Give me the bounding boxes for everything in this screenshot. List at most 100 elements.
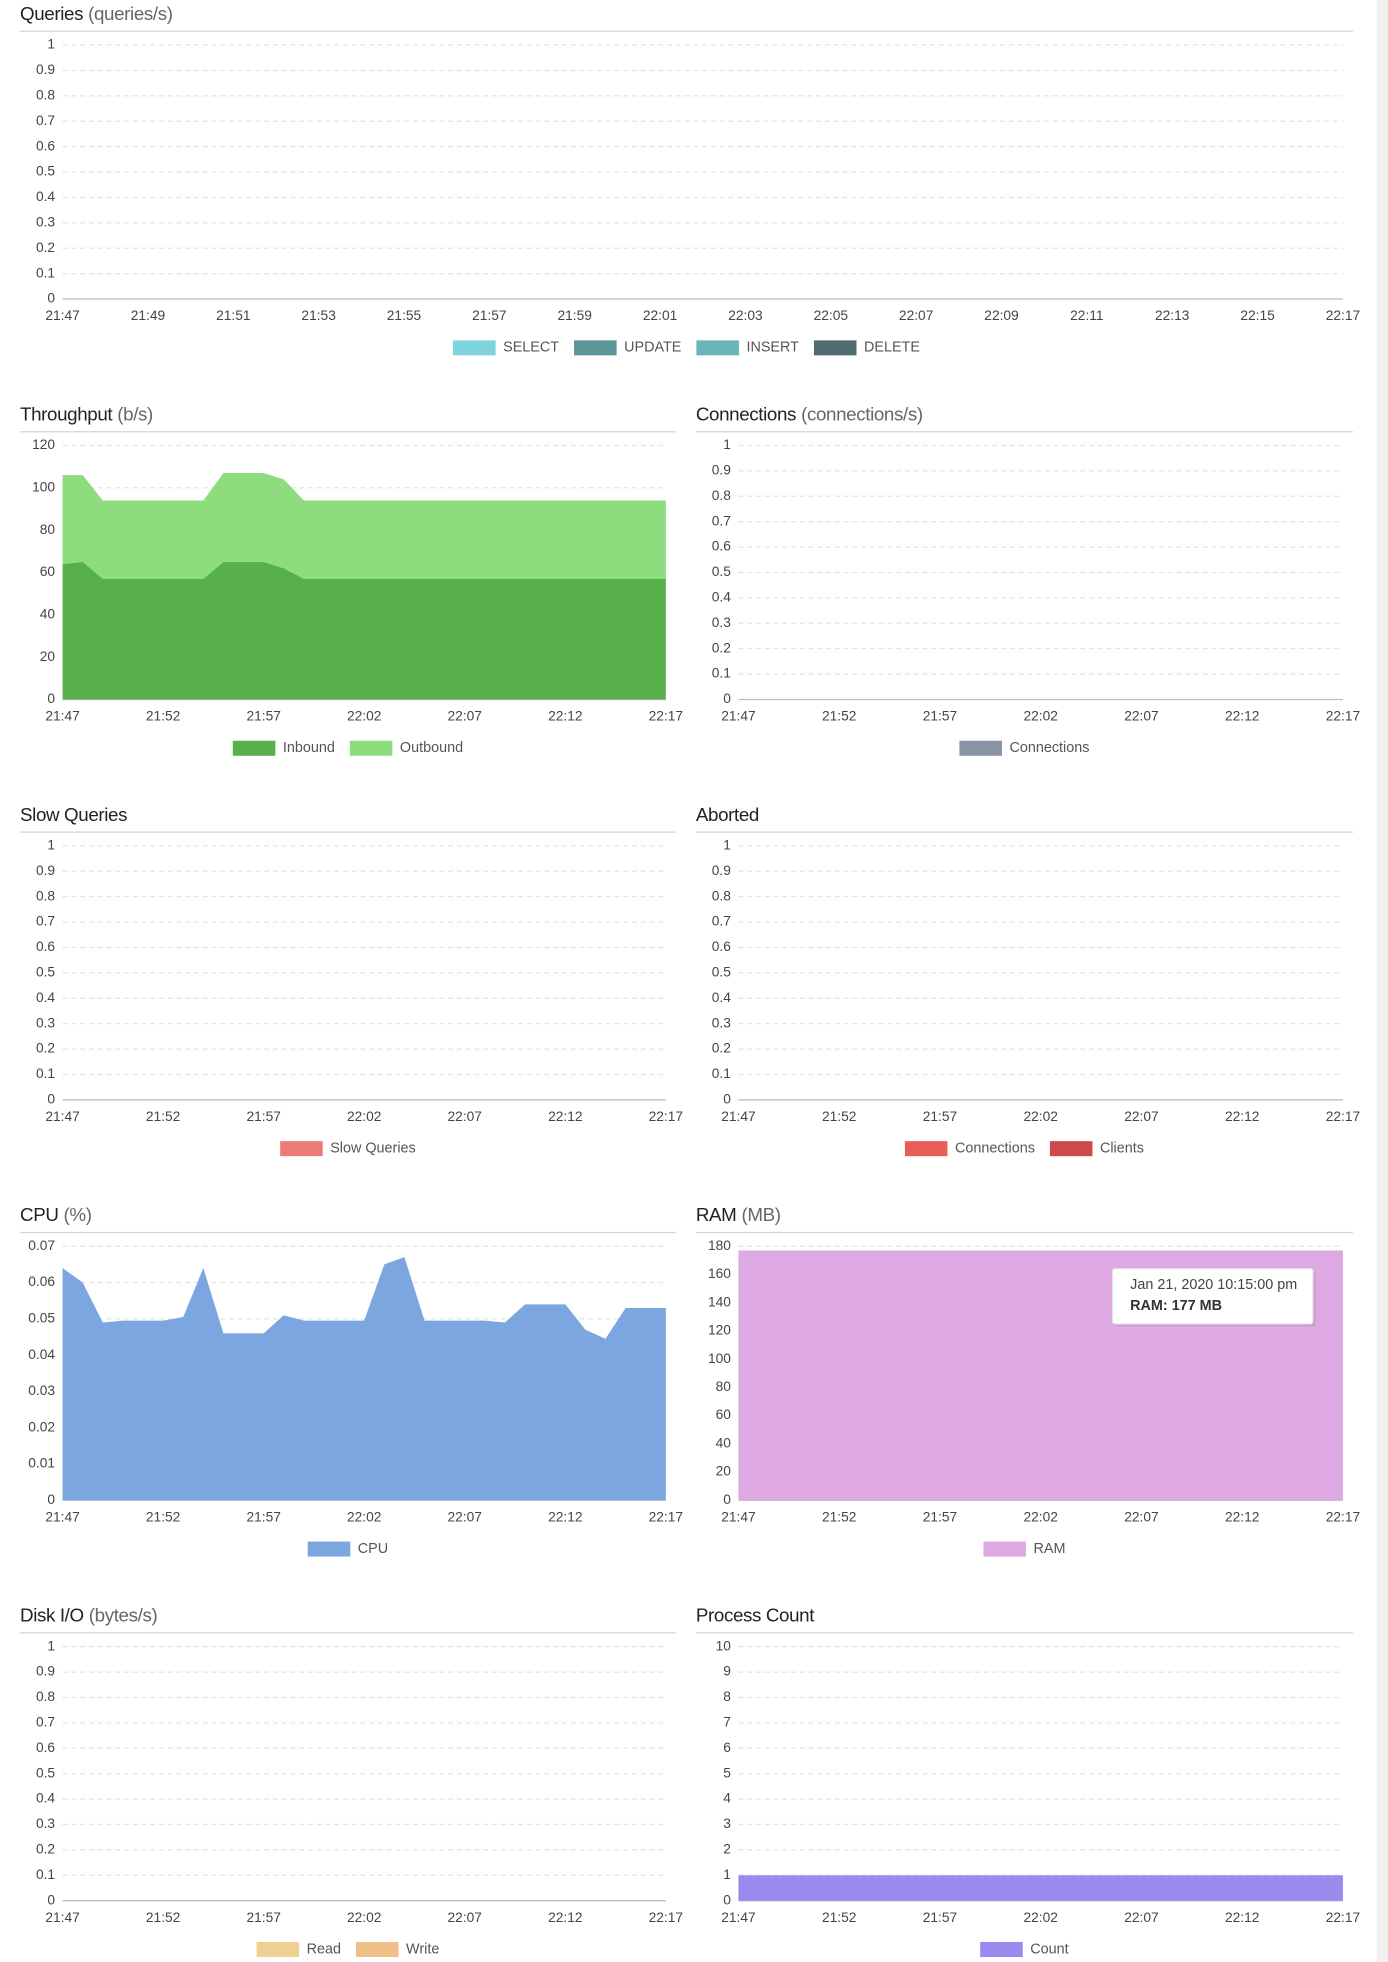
x-tick-label: 22:07 xyxy=(1124,1910,1158,1925)
x-tick-label: 22:02 xyxy=(347,709,381,724)
title-text: Connections xyxy=(696,403,796,424)
title-text: RAM xyxy=(696,1204,737,1225)
y-tick-label: 0.3 xyxy=(712,1015,731,1030)
y-tick-label: 0.6 xyxy=(36,939,55,954)
x-tick-label: 21:52 xyxy=(822,709,856,724)
x-tick-label: 21:52 xyxy=(822,1509,856,1524)
y-tick-label: 0 xyxy=(47,1092,55,1107)
y-tick-label: 40 xyxy=(716,1435,732,1450)
y-tick-label: 60 xyxy=(40,564,56,579)
title-unit: (connections/s) xyxy=(801,403,923,424)
x-tick-label: 21:49 xyxy=(131,308,165,323)
title-text: Process Count xyxy=(696,1605,815,1626)
title-text: Slow Queries xyxy=(20,804,127,825)
x-tick-label: 21:47 xyxy=(45,1109,79,1124)
y-tick-label: 0 xyxy=(723,1092,731,1107)
x-tick-label: 22:12 xyxy=(1225,1109,1259,1124)
y-tick-label: 0.8 xyxy=(36,87,55,102)
y-tick-label: 0.2 xyxy=(36,1842,55,1857)
x-tick-label: 22:17 xyxy=(1326,1910,1360,1925)
y-tick-label: 0.03 xyxy=(28,1383,55,1398)
legend-label: Clients xyxy=(1100,1140,1144,1156)
legend-label: Connections xyxy=(1009,740,1089,756)
y-tick-label: 1 xyxy=(723,838,731,853)
x-tick-label: 21:52 xyxy=(146,1109,180,1124)
y-tick-label: 0 xyxy=(723,1892,731,1907)
x-tick-label: 22:12 xyxy=(1225,1910,1259,1925)
x-tick-label: 22:17 xyxy=(649,1910,683,1925)
y-tick-label: 0.07 xyxy=(28,1238,55,1253)
x-tick-label: 21:57 xyxy=(246,1109,280,1124)
x-tick-label: 21:52 xyxy=(822,1910,856,1925)
legend-label: RAM xyxy=(1033,1541,1065,1557)
title-text: Aborted xyxy=(696,804,759,825)
x-tick-label: 21:47 xyxy=(721,1109,755,1124)
y-tick-label: 0.5 xyxy=(36,164,55,179)
y-tick-label: 0.7 xyxy=(712,513,731,528)
chart-title: Disk I/O (bytes/s) xyxy=(20,1605,157,1626)
legend-swatch xyxy=(696,340,739,356)
x-tick-label: 22:17 xyxy=(649,1109,683,1124)
y-tick-label: 0.5 xyxy=(36,1765,55,1780)
x-tick-label: 22:17 xyxy=(649,1509,683,1524)
title-text: CPU xyxy=(20,1204,59,1225)
x-tick-label: 22:17 xyxy=(1326,709,1360,724)
x-tick-label: 21:47 xyxy=(45,709,79,724)
x-tick-label: 21:57 xyxy=(246,1509,280,1524)
title-unit: (%) xyxy=(64,1204,92,1225)
title-text: Queries xyxy=(20,3,83,24)
y-tick-label: 0.04 xyxy=(28,1347,55,1362)
y-tick-label: 60 xyxy=(716,1407,732,1422)
y-tick-label: 0.4 xyxy=(712,590,731,605)
x-tick-label: 22:17 xyxy=(1326,1109,1360,1124)
legend-swatch xyxy=(355,1941,399,1957)
x-tick-label: 21:53 xyxy=(301,308,336,323)
x-tick-label: 21:57 xyxy=(923,1109,957,1124)
y-tick-label: 160 xyxy=(708,1266,731,1281)
x-tick-label: 22:02 xyxy=(1023,1109,1057,1124)
x-tick-label: 21:47 xyxy=(45,1910,79,1925)
x-tick-label: 21:57 xyxy=(246,709,280,724)
y-tick-label: 0 xyxy=(47,1892,55,1907)
y-tick-label: 0.2 xyxy=(36,240,55,255)
y-tick-label: 0.8 xyxy=(36,1689,55,1704)
y-tick-label: 0.4 xyxy=(36,990,55,1005)
y-tick-label: 0.7 xyxy=(36,914,55,929)
legend-label: Slow Queries xyxy=(330,1140,416,1156)
y-tick-label: 0 xyxy=(47,691,55,706)
title-unit: (MB) xyxy=(741,1204,780,1225)
y-tick-label: 6 xyxy=(723,1740,731,1755)
chart-panel: Slow Queries 0 0.1 0.2 0.3 0.4 0.5 0.6 0.7 0.8 0.9… xyxy=(20,804,683,1157)
y-tick-label: 0.6 xyxy=(36,138,55,153)
x-tick-label: 21:57 xyxy=(472,308,506,323)
y-tick-label: 1 xyxy=(723,1867,731,1882)
legend-swatch xyxy=(574,340,617,356)
x-tick-label: 22:02 xyxy=(347,1109,381,1124)
chart-panel: Connections (connections/s)00.10.20.30.40… xyxy=(695,403,1360,756)
chart-panel: Process Count 0 1 2 3 4 5 6 7 8 9 10 21:47 21:52 21:57… xyxy=(695,1605,1360,1957)
legend-label: Outbound xyxy=(400,740,463,756)
x-tick-label: 21:47 xyxy=(721,709,755,724)
y-tick-label: 0.6 xyxy=(712,939,731,954)
y-tick-label: 3 xyxy=(723,1816,731,1831)
chart-panel: CPU (%)00.010.020.030.040.050.060.0721:47… xyxy=(20,1204,683,1557)
y-tick-label: 0.3 xyxy=(712,615,731,630)
title-text: Disk I/O xyxy=(20,1605,84,1626)
area xyxy=(62,1257,666,1501)
y-tick-label: 1 xyxy=(723,437,731,452)
x-tick-label: 22:12 xyxy=(548,1910,582,1925)
chart-panel: Disk I/O (bytes/s) 0 0.1 0.2 0.3 0.4 0.5 0.6 0.7 0… xyxy=(20,1605,683,1958)
y-tick-label: 0.5 xyxy=(36,965,55,980)
y-tick-label: 100 xyxy=(708,1351,731,1366)
y-tick-label: 0.4 xyxy=(36,1791,55,1806)
y-tick-label: 1 xyxy=(47,1638,55,1653)
x-tick-label: 22:07 xyxy=(448,1509,482,1524)
x-tick-label: 21:57 xyxy=(923,709,957,724)
legend-swatch xyxy=(983,1541,1026,1557)
y-tick-label: 0.5 xyxy=(712,965,731,980)
area xyxy=(738,1875,1343,1901)
